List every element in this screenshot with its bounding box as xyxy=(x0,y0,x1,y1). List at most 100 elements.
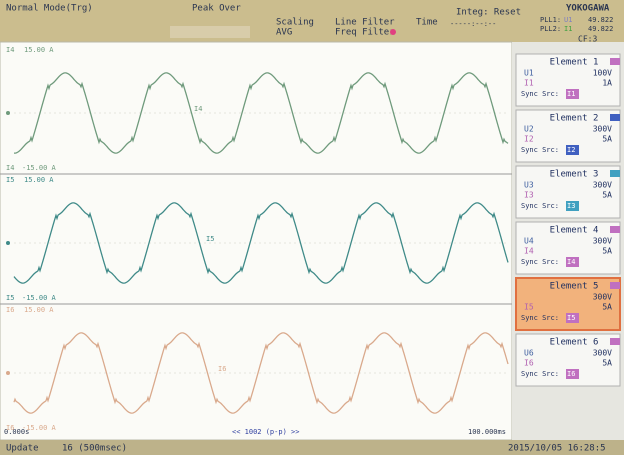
trace-label: I6 xyxy=(218,365,226,373)
range-lower: -15.00 A xyxy=(22,424,57,432)
element-tag xyxy=(610,170,620,177)
integ-state: Integ: Reset xyxy=(456,8,521,18)
pll1-value: 49.822 xyxy=(588,16,613,24)
sync-box xyxy=(566,145,579,155)
top-bar xyxy=(0,0,624,42)
voltage-name: U6 xyxy=(524,349,534,358)
range-upper: 15.00 A xyxy=(24,176,54,184)
peak-indicator xyxy=(170,26,250,38)
voltage-range: 300V xyxy=(593,125,612,134)
current-name: I2 xyxy=(524,135,534,144)
element-title: Element 3 xyxy=(550,170,599,180)
sync-source: I4 xyxy=(567,258,575,266)
waveform xyxy=(14,72,509,154)
avg: AVG xyxy=(276,28,292,38)
brand: YOKOGAWA xyxy=(566,4,610,14)
current-range: 5A xyxy=(602,303,612,312)
update-label: Update xyxy=(6,444,39,454)
time-center: << 1002 (p-p) >> xyxy=(232,428,299,436)
pll1-label: PLL1: xyxy=(540,16,561,24)
voltage-range: 300V xyxy=(593,349,612,358)
range-upper: 15.00 A xyxy=(24,306,54,314)
integ-time: -----:--:-- xyxy=(450,20,496,28)
pll2-label: PLL2: xyxy=(540,25,561,33)
trace-label: I4 xyxy=(194,105,202,113)
current-range: 5A xyxy=(602,247,612,256)
sync-box xyxy=(566,369,579,379)
sync-box xyxy=(566,201,579,211)
current-range: 5A xyxy=(602,191,612,200)
freq-filter-on xyxy=(390,29,396,35)
sync-label: Sync Src: xyxy=(521,370,559,378)
element-title: Element 2 xyxy=(550,114,599,124)
peak-over: Peak Over xyxy=(192,4,241,14)
time-label: Time xyxy=(416,18,438,28)
sync-source: I1 xyxy=(567,90,575,98)
sync-label: Sync Src: xyxy=(521,314,559,322)
current-name: I3 xyxy=(524,191,534,200)
wave-area xyxy=(0,41,513,441)
pll2-value: 49.822 xyxy=(588,25,613,33)
crest-factor: CF:3 xyxy=(578,35,597,44)
range-upper: 15.00 A xyxy=(24,46,54,54)
sync-source: I2 xyxy=(567,146,575,154)
time-end: 100.000ms xyxy=(468,428,506,436)
current-name: I1 xyxy=(524,79,534,88)
voltage-name: U1 xyxy=(524,69,534,78)
element-tag xyxy=(610,58,620,65)
voltage-range: 300V xyxy=(593,293,612,302)
voltage-range: 300V xyxy=(593,181,612,190)
freq-filter: Freq Filter xyxy=(335,28,395,38)
element-tag xyxy=(610,226,620,233)
range-lower-name: I4 xyxy=(6,164,14,172)
sync-box xyxy=(566,313,579,323)
range-lower-name: I6 xyxy=(6,424,14,432)
sync-source: I5 xyxy=(567,314,575,322)
current-range: 5A xyxy=(602,135,612,144)
sync-box xyxy=(566,89,579,99)
voltage-name: U4 xyxy=(524,237,534,246)
pll2-source: I1 xyxy=(564,25,572,33)
range-lower: -15.00 A xyxy=(22,164,57,172)
trace-label: I5 xyxy=(206,235,214,243)
voltage-name: U2 xyxy=(524,125,534,134)
current-name: I6 xyxy=(524,359,534,368)
range-upper-name: I5 xyxy=(6,176,14,184)
line-filter: Line Filter xyxy=(335,18,395,28)
waveform xyxy=(13,202,509,284)
voltage-name: U3 xyxy=(524,181,534,190)
waveform xyxy=(13,332,509,414)
status-bar xyxy=(0,440,624,455)
sync-label: Sync Src: xyxy=(521,90,559,98)
element-tag xyxy=(610,114,620,121)
element-tag xyxy=(610,338,620,345)
element-title: Element 5 xyxy=(550,282,599,292)
element-title: Element 1 xyxy=(550,58,599,68)
sync-source: I3 xyxy=(567,202,575,210)
voltage-range: 300V xyxy=(593,237,612,246)
date-time: 2015/10/05 16:28:5 xyxy=(508,444,606,454)
trace-marker xyxy=(6,241,10,245)
range-lower-name: I5 xyxy=(6,294,14,302)
element-tag xyxy=(610,282,620,289)
sync-source: I6 xyxy=(567,370,575,378)
sync-label: Sync Src: xyxy=(521,258,559,266)
range-upper-name: I4 xyxy=(6,46,14,54)
current-name: I4 xyxy=(524,247,534,256)
element-title: Element 6 xyxy=(550,338,599,348)
update-count: 16 (500msec) xyxy=(62,444,127,454)
time-start: 0.000s xyxy=(4,428,29,436)
sync-box xyxy=(566,257,579,267)
pll1-source: U1 xyxy=(564,16,572,24)
sync-label: Sync Src: xyxy=(521,202,559,210)
current-range: 5A xyxy=(602,359,612,368)
current-range: 1A xyxy=(602,79,612,88)
voltage-range: 100V xyxy=(593,69,612,78)
mode: Normal Mode(Trg) xyxy=(6,4,93,14)
sync-label: Sync Src: xyxy=(521,146,559,154)
range-upper-name: I6 xyxy=(6,306,14,314)
range-lower: -15.00 A xyxy=(22,294,57,302)
element-title: Element 4 xyxy=(550,226,599,236)
current-name: I5 xyxy=(524,303,534,312)
